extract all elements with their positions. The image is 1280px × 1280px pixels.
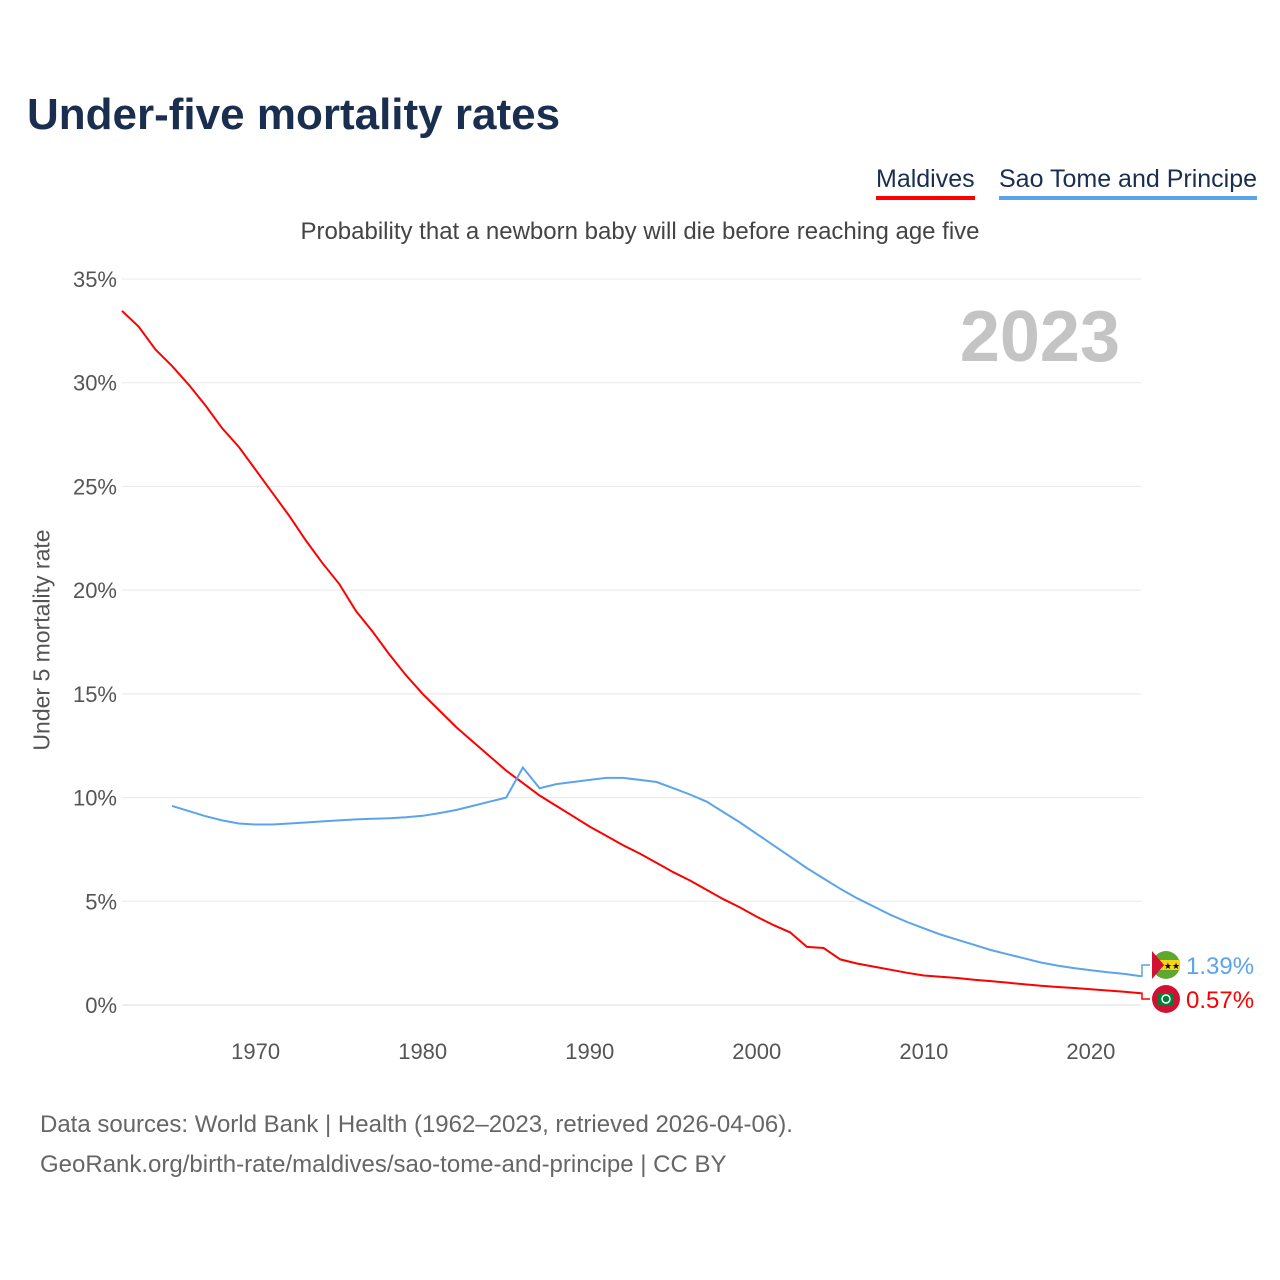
flag-crescent — [1161, 994, 1171, 1004]
flag-stars: ★★ — [1164, 961, 1180, 971]
x-tick-label: 2010 — [899, 1039, 948, 1064]
source-line-1: Data sources: World Bank | Health (1962–… — [40, 1111, 793, 1138]
x-tick-label: 1970 — [231, 1039, 280, 1064]
x-tick-label: 2000 — [732, 1039, 781, 1064]
chart-subtitle: Probability that a newborn baby will die… — [300, 218, 980, 245]
source-line-2[interactable]: GeoRank.org/birth-rate/maldives/sao-tome… — [40, 1151, 727, 1178]
end-connector — [1141, 964, 1150, 977]
y-tick-label: 15% — [73, 682, 117, 707]
end-value-label: 1.39% — [1186, 953, 1254, 980]
legend-sao-tome[interactable]: Sao Tome and Principe — [999, 165, 1258, 200]
series-line-maldives — [121, 310, 1142, 995]
flag-stripe — [1152, 960, 1180, 970]
y-tick-label: 0% — [85, 993, 117, 1018]
y-tick-label: 20% — [73, 578, 117, 603]
y-tick-label: 25% — [73, 474, 117, 499]
series-line-sao-tome — [171, 765, 1142, 978]
flag-triangle — [1152, 951, 1164, 979]
source-note: Data sources: World Bank | Health (1962–… — [40, 1105, 793, 1185]
end-connector — [1141, 992, 1150, 1000]
y-tick-label: 10% — [73, 786, 117, 811]
x-tick-label: 2020 — [1066, 1039, 1115, 1064]
year-label: 2023 — [960, 297, 1120, 377]
x-tick-label: 1990 — [565, 1039, 614, 1064]
x-tick-label: 1980 — [398, 1039, 447, 1064]
end-value-label: 0.57% — [1186, 987, 1254, 1014]
y-tick-label: 30% — [73, 371, 117, 396]
y-tick-label: 5% — [85, 889, 117, 914]
flag-field — [1158, 993, 1174, 1005]
y-tick-label: 35% — [73, 267, 117, 292]
legend-maldives[interactable]: Maldives — [876, 165, 975, 200]
chart-title: Under-five mortality rates — [27, 90, 561, 139]
